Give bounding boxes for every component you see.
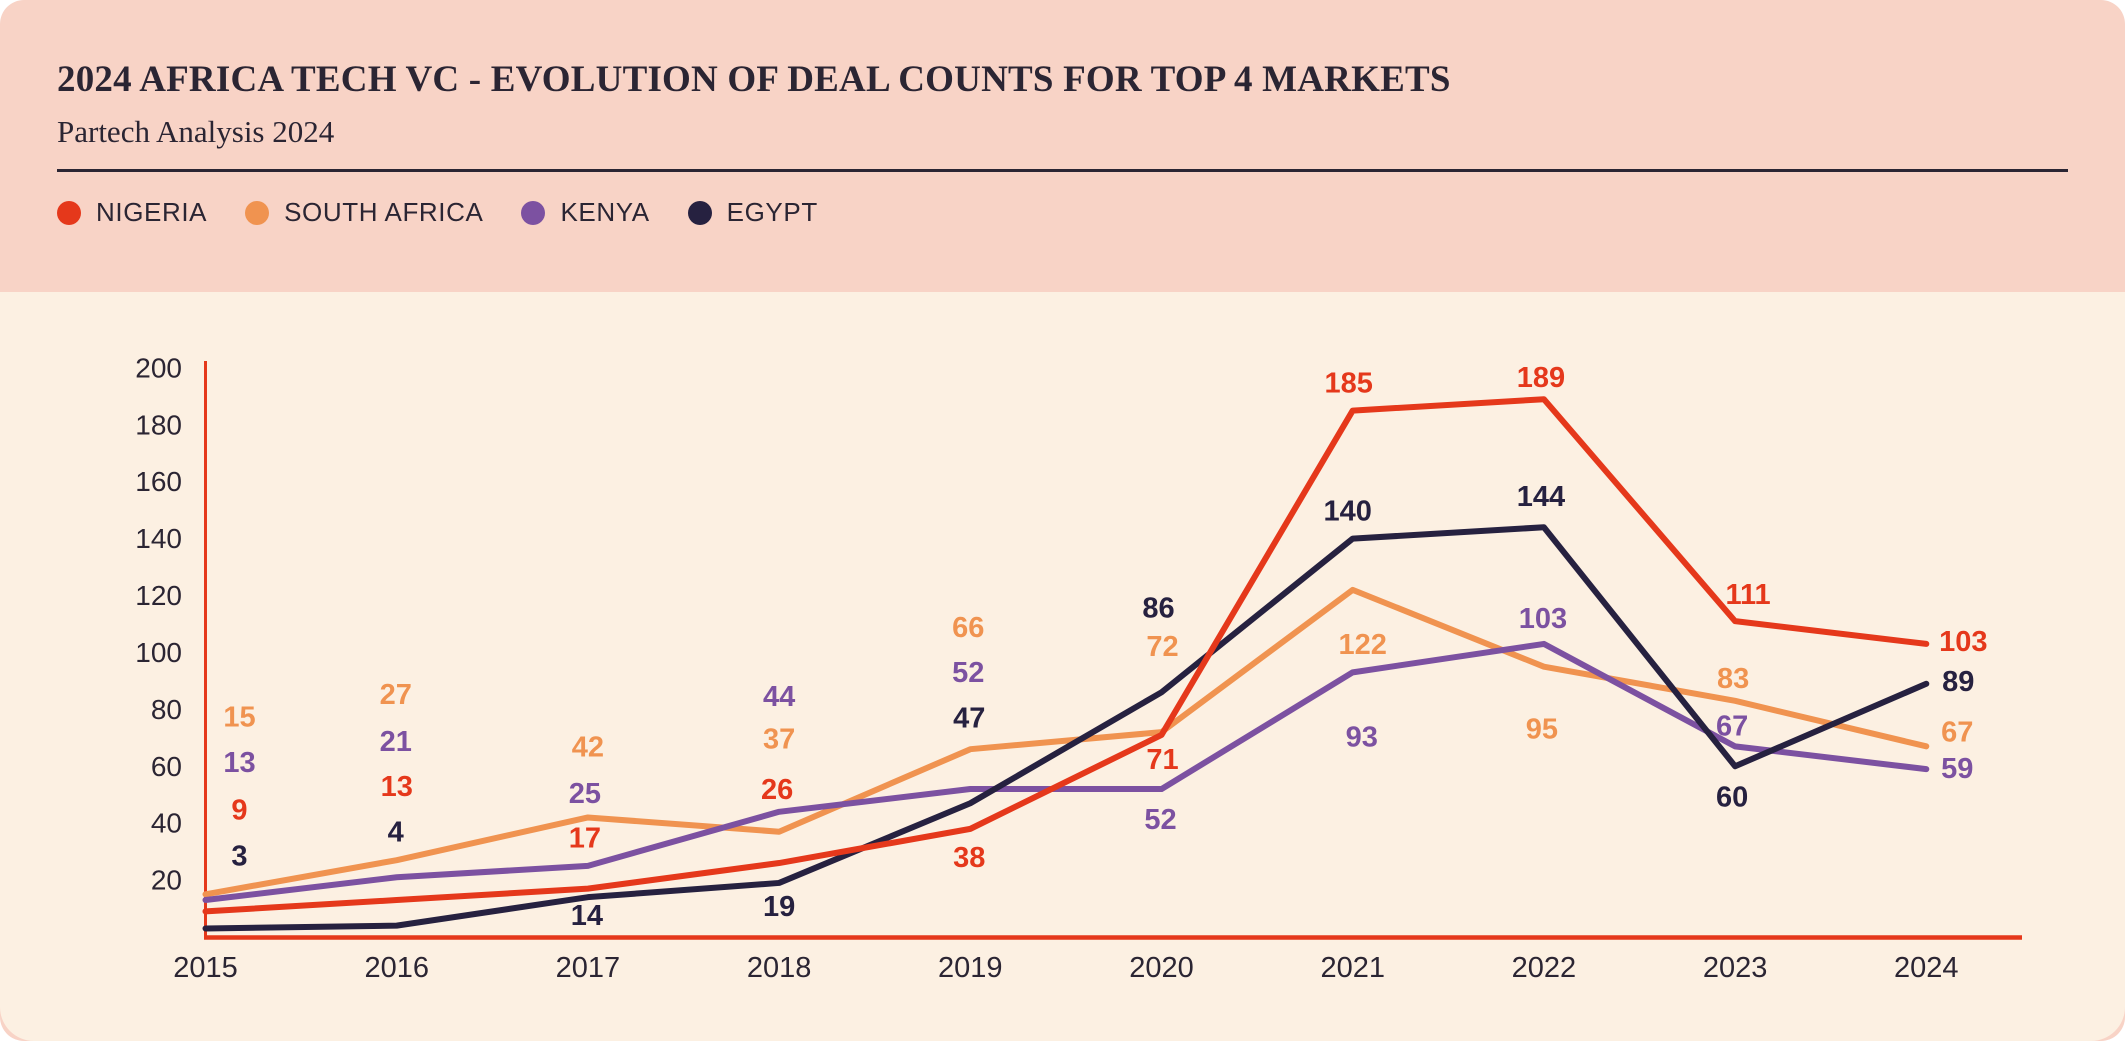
line-egypt bbox=[202, 524, 1930, 932]
value-label-kenya: 59 bbox=[1941, 753, 1973, 785]
legend-item-kenya: KENYA bbox=[521, 197, 649, 228]
chart-header: 2024 AFRICA TECH VC - EVOLUTION OF DEAL … bbox=[0, 0, 2125, 292]
value-label-egypt: 86 bbox=[1142, 592, 1174, 624]
y-tick-label: 20 bbox=[151, 865, 182, 896]
chart-area: 20 40 60 80 100 120 140 160 180 200 2015 2016 2017 20… bbox=[0, 292, 2125, 1041]
legend-item-egypt: EGYPT bbox=[687, 197, 818, 228]
y-tick-label: 40 bbox=[151, 808, 182, 839]
value-label-nigeria: 9 bbox=[231, 794, 247, 826]
value-label-kenya: 44 bbox=[763, 681, 795, 713]
x-tick-label: 2019 bbox=[938, 952, 1003, 984]
line-kenya bbox=[202, 640, 1930, 904]
page-subtitle: Partech Analysis 2024 bbox=[57, 114, 335, 149]
legend-label-kenya: KENYA bbox=[560, 197, 650, 227]
value-label-nigeria: 17 bbox=[569, 823, 601, 855]
y-tick-label: 80 bbox=[151, 694, 182, 725]
value-label-south-africa: 37 bbox=[763, 724, 795, 756]
kenya-dot-icon bbox=[521, 200, 546, 225]
y-tick-label: 160 bbox=[135, 466, 182, 497]
y-tick-label: 180 bbox=[135, 409, 182, 440]
x-tick-label: 2020 bbox=[1129, 952, 1194, 984]
y-tick-label: 60 bbox=[151, 751, 182, 782]
value-label-south-africa: 67 bbox=[1941, 716, 1973, 748]
value-label-egypt: 4 bbox=[388, 817, 404, 849]
value-label-south-africa: 83 bbox=[1717, 663, 1749, 695]
value-label-kenya: 13 bbox=[223, 747, 255, 779]
y-tick-label: 100 bbox=[135, 637, 182, 668]
value-label-nigeria: 13 bbox=[381, 771, 413, 803]
value-label-egypt: 140 bbox=[1324, 496, 1372, 528]
egypt-dot-icon bbox=[687, 200, 712, 225]
value-label-egypt: 19 bbox=[763, 891, 795, 923]
x-tick-label: 2016 bbox=[364, 952, 429, 984]
value-label-egypt: 144 bbox=[1517, 481, 1565, 513]
value-label-nigeria: 111 bbox=[1726, 579, 1771, 611]
value-label-kenya: 21 bbox=[380, 726, 412, 758]
value-label-egypt: 3 bbox=[231, 840, 247, 872]
x-tick-label: 2018 bbox=[747, 952, 812, 984]
legend-label-egypt: EGYPT bbox=[726, 197, 818, 227]
value-label-kenya: 52 bbox=[1144, 804, 1176, 836]
x-tick-label: 2022 bbox=[1512, 952, 1577, 984]
legend-label-nigeria: NIGERIA bbox=[96, 197, 208, 227]
value-label-kenya: 103 bbox=[1519, 603, 1567, 635]
value-label-egypt: 47 bbox=[953, 702, 985, 734]
chart-legend: NIGERIA SOUTH AFRICA KENYA EGYPT bbox=[57, 197, 2068, 228]
value-label-nigeria: 189 bbox=[1517, 362, 1565, 394]
value-label-kenya: 93 bbox=[1346, 721, 1378, 753]
x-tick-label: 2024 bbox=[1894, 952, 1959, 984]
value-label-south-africa: 42 bbox=[572, 731, 604, 763]
value-label-south-africa: 122 bbox=[1339, 629, 1387, 661]
x-tick-label: 2017 bbox=[556, 952, 621, 984]
value-label-nigeria: 71 bbox=[1146, 744, 1178, 776]
value-label-kenya: 52 bbox=[952, 657, 984, 689]
value-label-nigeria: 103 bbox=[1939, 626, 1987, 658]
value-label-south-africa: 95 bbox=[1526, 714, 1558, 746]
value-label-egypt: 14 bbox=[571, 900, 603, 932]
value-label-south-africa: 27 bbox=[380, 679, 412, 711]
y-tick-label: 140 bbox=[135, 523, 182, 554]
south-africa-dot-icon bbox=[245, 200, 270, 225]
value-label-south-africa: 66 bbox=[952, 612, 984, 644]
value-label-egypt: 89 bbox=[1942, 666, 1974, 698]
value-label-nigeria: 38 bbox=[953, 842, 985, 874]
y-tick-label: 120 bbox=[135, 580, 182, 611]
y-tick-label: 200 bbox=[135, 352, 182, 383]
line-chart: 20 40 60 80 100 120 140 160 180 200 2015 2016 2017 20… bbox=[135, 352, 2022, 984]
x-tick-label: 2021 bbox=[1320, 952, 1385, 984]
legend-label-south-africa: SOUTH AFRICA bbox=[284, 197, 484, 227]
line-nigeria bbox=[202, 396, 1930, 915]
header-divider bbox=[57, 169, 2068, 172]
value-label-nigeria: 26 bbox=[761, 774, 793, 806]
line-south-africa bbox=[202, 586, 1930, 898]
value-label-nigeria: 185 bbox=[1325, 368, 1373, 400]
value-label-south-africa: 15 bbox=[223, 701, 255, 733]
legend-item-nigeria: NIGERIA bbox=[57, 197, 207, 228]
page-title: 2024 AFRICA TECH VC - EVOLUTION OF DEAL … bbox=[57, 59, 1451, 100]
nigeria-dot-icon bbox=[57, 200, 81, 225]
legend-item-south-africa: SOUTH AFRICA bbox=[245, 197, 483, 228]
value-label-kenya: 67 bbox=[1716, 710, 1748, 742]
x-tick-label: 2023 bbox=[1703, 952, 1768, 984]
value-label-kenya: 25 bbox=[569, 778, 601, 810]
value-label-egypt: 60 bbox=[1716, 781, 1748, 813]
x-tick-label: 2015 bbox=[173, 952, 238, 984]
value-label-south-africa: 72 bbox=[1146, 631, 1178, 663]
